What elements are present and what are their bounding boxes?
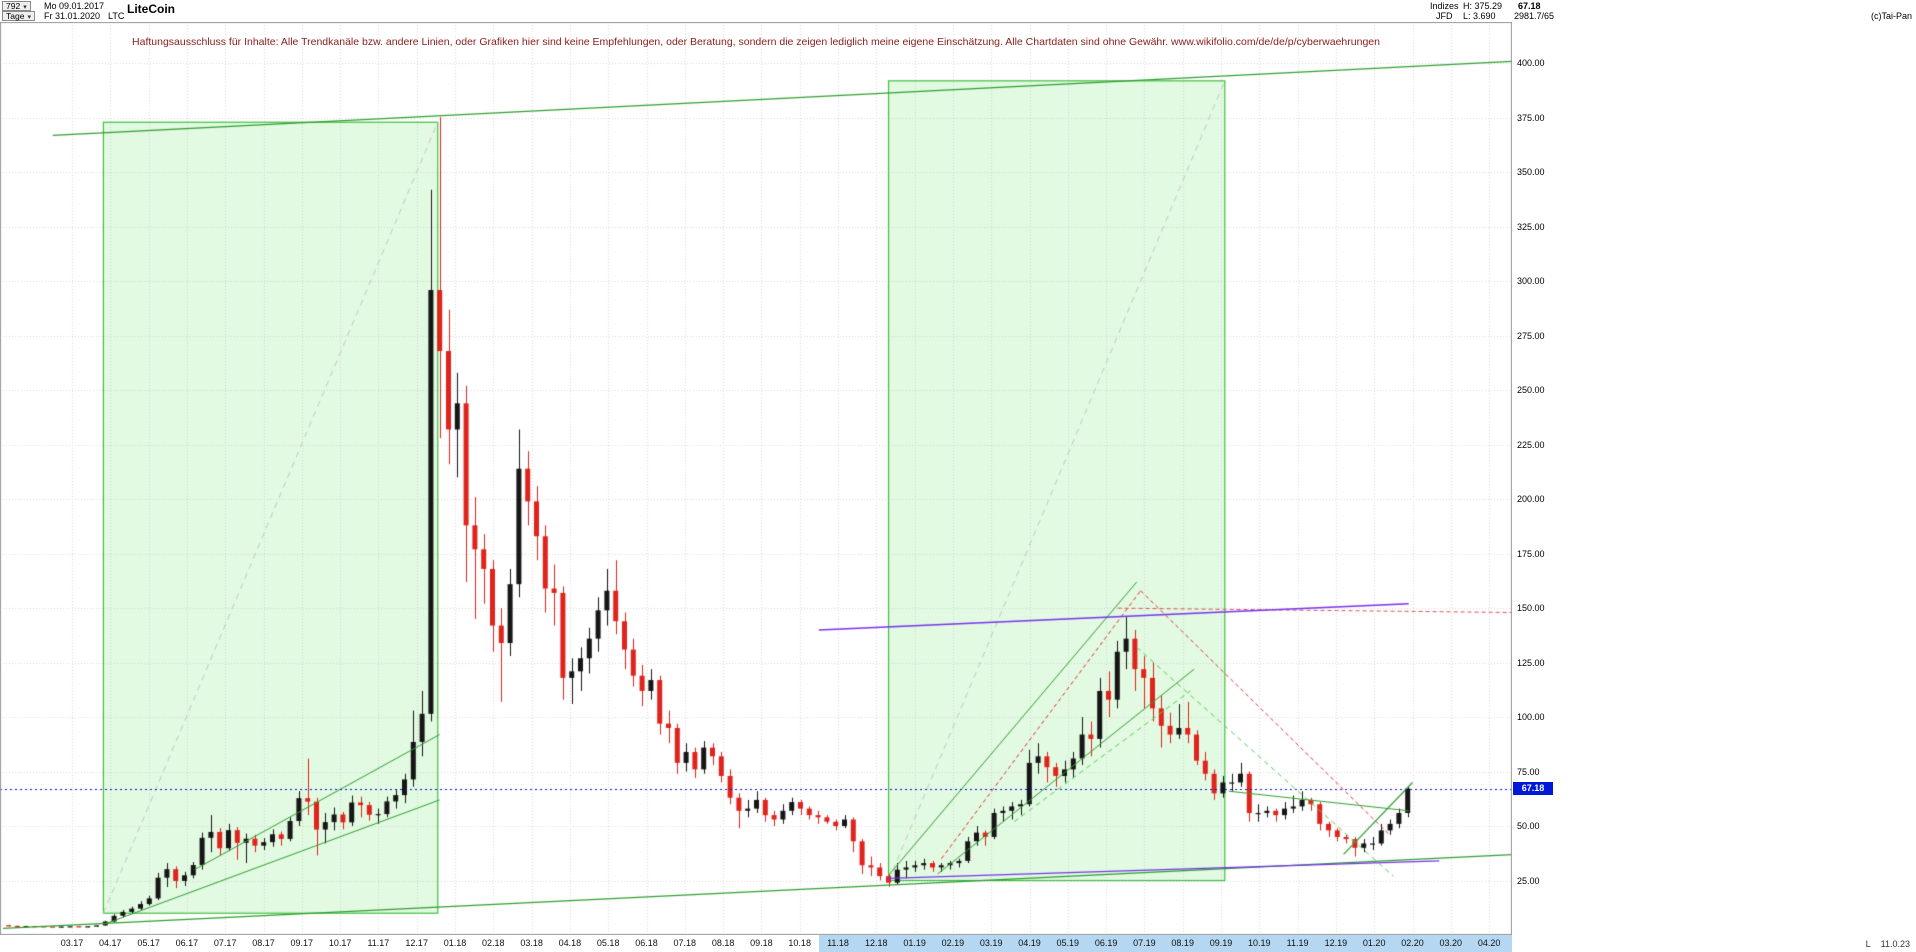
x-axis-tick-label: 06.19	[1094, 938, 1118, 948]
y-axis-tick-label: 75.00	[1517, 766, 1540, 777]
x-axis-tick-label: 08.19	[1171, 938, 1194, 948]
x-axis-tick-label: 09.17	[290, 938, 314, 948]
disclaimer-text: Haftungsausschluss für Inhalte: Alle Tre…	[132, 36, 1380, 48]
y-axis-tick-label: 350.00	[1517, 167, 1545, 178]
y-axis-tick-label: 225.00	[1517, 439, 1545, 450]
y-axis-tick-label: 275.00	[1517, 330, 1545, 341]
x-axis-tick-label: 05.17	[137, 938, 160, 948]
x-axis-tick-label: 02.18	[482, 938, 505, 948]
x-axis-tick-label: 02.19	[941, 938, 965, 948]
x-axis-tick-label: 07.17	[213, 938, 237, 948]
y-axis-tick-label: 50.00	[1517, 821, 1540, 832]
volume-info-label: 2981.7/65	[1514, 11, 1555, 21]
dropdown-arrow-icon: ▾	[23, 4, 27, 11]
x-axis-tick-label: 03.19	[979, 938, 1003, 948]
x-axis-tick-label: 09.18	[750, 938, 773, 948]
date-from-label: Mo 09.01.2017	[44, 1, 105, 11]
x-axis-tick-label: 09.19	[1209, 938, 1233, 948]
x-axis-tick-label: 11.19	[1286, 938, 1309, 948]
x-axis-tick-label: 04.19	[1018, 938, 1041, 948]
x-axis-tick-label: 08.17	[252, 938, 275, 948]
x-axis-tick-label: 06.18	[635, 938, 658, 948]
x-axis-tick-label: 03.18	[520, 938, 543, 948]
y-axis-tick-label: 100.00	[1517, 712, 1545, 723]
y-axis-tick-label: 300.00	[1517, 276, 1545, 287]
x-axis-tick-label: 04.17	[99, 938, 122, 948]
x-axis-tick-label: 04.20	[1477, 938, 1501, 948]
x-axis-tick-label: 08.18	[711, 938, 735, 948]
y-axis-tick-label: 250.00	[1517, 385, 1545, 396]
x-axis-tick-label: 12.17	[405, 938, 428, 948]
x-axis-tick-label: 02.20	[1401, 938, 1424, 948]
y-axis-tick-label: 175.00	[1517, 548, 1545, 559]
y-axis-tick-label: 125.00	[1517, 657, 1545, 668]
x-axis-tick-label: 10.17	[328, 938, 352, 948]
bars-count-select[interactable]: 792 ▾	[2, 1, 31, 11]
category-label: Indizes	[1430, 1, 1459, 11]
x-axis-tick-label: 10.19	[1248, 938, 1271, 948]
y-axis-tick-label: 200.00	[1517, 494, 1545, 505]
y-axis-tick-label: 325.00	[1517, 221, 1545, 232]
x-axis-tick-label: 03.17	[60, 938, 84, 948]
x-axis-tick-label: 10.18	[788, 938, 811, 948]
x-axis-tick-label: 04.18	[558, 938, 582, 948]
x-axis-tick-label: 12.18	[865, 938, 888, 948]
x-axis-tick-label: 01.20	[1362, 938, 1386, 948]
instrument-title: LiteCoin	[127, 2, 175, 16]
x-axis-tick-label: 07.18	[673, 938, 697, 948]
period-select[interactable]: Tage ▾	[2, 11, 35, 21]
x-axis-tick-label: 11.18	[827, 938, 849, 948]
y-axis-tick-label: 25.00	[1517, 875, 1540, 886]
period-low-label: L: 3.690	[1463, 11, 1496, 21]
x-axis-tick-label: 01.18	[443, 938, 467, 948]
scale-marker-label: L	[1865, 939, 1871, 949]
x-axis-highlight-band	[819, 935, 1512, 952]
x-axis-tick-label: 06.17	[175, 938, 199, 948]
dropdown-arrow-icon: ▾	[27, 14, 31, 21]
x-axis-tick-label: 12.19	[1324, 938, 1348, 948]
feed-label: JFD	[1436, 11, 1453, 21]
copyright-label: (c)Tai-Pan	[1870, 11, 1912, 21]
x-axis-tick-label: 03.20	[1439, 938, 1463, 948]
header-last-price: 67.18	[1518, 1, 1541, 11]
x-axis-tick-label: 11.17	[367, 938, 390, 948]
price-chart-canvas[interactable]	[0, 22, 1512, 935]
date-to-label: Fr 31.01.2020	[44, 11, 101, 21]
y-axis-tick-label: 150.00	[1517, 603, 1545, 614]
version-info: L 11.0.23	[1856, 939, 1910, 949]
y-axis-tick-label: 400.00	[1517, 58, 1545, 69]
x-axis-tick-label: 01.19	[903, 938, 926, 948]
x-axis-tick-label: 05.18	[596, 938, 620, 948]
app-version-label: 11.0.23	[1880, 939, 1910, 949]
period-value: Tage	[6, 11, 25, 21]
bars-count-value: 792	[6, 1, 21, 11]
chart-header: 792 ▾ Mo 09.01.2017 Tage ▾ Fr 31.01.2020 L…	[0, 0, 1916, 22]
x-axis-tick-label: 05.19	[1056, 938, 1080, 948]
period-high-label: H: 375.29	[1463, 1, 1503, 11]
x-axis-tick-label: 07.19	[1133, 938, 1156, 948]
y-axis-tick-label: 375.00	[1517, 112, 1545, 123]
symbol-label: LTC	[108, 11, 125, 21]
current-price-tag: 67.18	[1513, 781, 1553, 795]
